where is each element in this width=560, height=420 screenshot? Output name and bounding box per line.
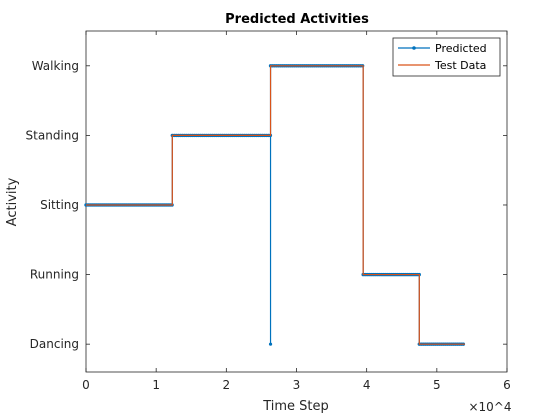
x-axis-label: Time Step: [262, 399, 329, 414]
y-tick-label: Running: [30, 268, 79, 282]
y-axis-label: Activity: [5, 177, 20, 226]
x-tick-label: 6: [503, 378, 511, 392]
x-tick-label: 5: [433, 378, 441, 392]
legend-marker-predicted: [412, 46, 416, 50]
data-point-predicted: [268, 342, 273, 346]
x-tick-label: 3: [293, 378, 301, 392]
legend: Predicted Test Data: [392, 37, 501, 77]
chart-title: Predicted Activities: [225, 12, 369, 27]
legend-label-predicted: Predicted: [435, 42, 487, 55]
x-tick-label: 4: [363, 378, 371, 392]
x-tick-label: 0: [82, 378, 90, 392]
y-tick-label: Sitting: [40, 198, 79, 212]
x-tick-label: 2: [223, 378, 231, 392]
plot-area: [85, 30, 508, 373]
y-tick-label: Dancing: [30, 337, 79, 351]
x-tick-label: 1: [152, 378, 160, 392]
legend-label-test-data: Test Data: [434, 59, 486, 72]
axis-ticks: 0 1 2 3 4 5 6 Dancing Running Sitting Standing Walk…: [26, 31, 511, 392]
series-layer: [84, 64, 467, 346]
legend-box: [392, 37, 501, 77]
y-tick-label: Standing: [26, 128, 79, 142]
y-tick-label: Walking: [32, 59, 79, 73]
series-line-test-data: [86, 65, 465, 345]
x-axis-exponent: ×10^4: [468, 400, 511, 414]
